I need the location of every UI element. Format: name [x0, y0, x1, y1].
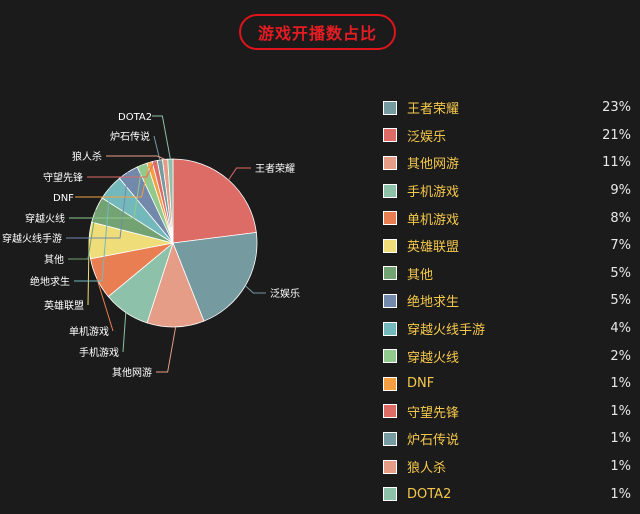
legend-label: 泛娱乐 — [407, 129, 447, 145]
pie-leader-line-4 — [122, 312, 127, 353]
legend-value: 2% — [610, 348, 631, 364]
legend-value: 5% — [610, 265, 631, 281]
pie-label-8: 绝地求生 — [30, 275, 70, 288]
legend-swatch — [383, 321, 397, 336]
legend-swatch — [383, 100, 397, 115]
legend-swatch — [383, 238, 397, 253]
pie-label-6: 英雄联盟 — [44, 299, 84, 312]
pie-leader-line-10 — [69, 164, 143, 219]
legend-value: 1% — [610, 431, 631, 447]
chart-title: 游戏开播数占比 — [257, 24, 377, 43]
legend-swatch — [383, 211, 397, 226]
pie-label-9: 穿越火线手游 — [2, 232, 62, 245]
legend-value: 1% — [610, 486, 631, 502]
legend-item[interactable]: 守望先锋 1% — [383, 398, 631, 426]
legend-item[interactable]: 绝地求生 5% — [383, 287, 631, 315]
pie-label-15: DOTA2 — [118, 112, 152, 123]
pie-leader-line-1 — [228, 167, 251, 181]
legend-swatch — [383, 349, 397, 364]
legend-swatch — [383, 293, 397, 308]
legend-label: DOTA2 — [407, 486, 452, 502]
pie-label-3: 其他网游 — [112, 366, 152, 379]
legend-item[interactable]: 狼人杀 1% — [383, 453, 631, 481]
pie-leader-line-12 — [87, 160, 156, 178]
legend-item[interactable]: DNF 1% — [383, 370, 631, 398]
legend-label: 王者荣耀 — [407, 102, 460, 118]
legend-label: 英雄联盟 — [407, 240, 460, 256]
chart-title-badge: 游戏开播数占比 — [239, 14, 396, 50]
pie-label-1: 王者荣耀 — [255, 163, 295, 175]
legend-value: 23% — [602, 100, 631, 116]
legend-label: 穿越火线手游 — [407, 323, 486, 339]
legend-value: 1% — [610, 403, 631, 419]
legend-label: 其他 — [407, 267, 434, 283]
legend-value: 5% — [610, 293, 631, 309]
legend-label: 穿越火线 — [407, 350, 460, 366]
legend-swatch — [383, 459, 397, 474]
pie-slices — [88, 158, 258, 328]
pie-leader-line-5 — [96, 278, 114, 332]
legend-value: 11% — [602, 155, 631, 171]
pie-leader-line-13 — [153, 135, 161, 161]
pie-label-12: 守望先锋 — [43, 171, 83, 184]
pie-slice-2[interactable] — [172, 232, 258, 322]
legend-label: DNF — [407, 376, 435, 392]
legend-item[interactable]: 王者荣耀 23% — [383, 94, 631, 122]
legend-swatch — [383, 266, 397, 281]
legend-swatch — [383, 155, 397, 170]
pie-leader-line-2 — [244, 285, 266, 294]
legend-value: 1% — [610, 376, 631, 392]
legend-item[interactable]: 穿越火线 2% — [383, 342, 631, 370]
legend-value: 8% — [610, 210, 631, 226]
legend-item[interactable]: 其他 5% — [383, 260, 631, 288]
legend-value: 1% — [610, 459, 631, 475]
pie-label-14: 狼人杀 — [72, 150, 102, 163]
legend-value: 21% — [602, 127, 631, 143]
pie-leader-line-3 — [156, 326, 177, 373]
legend-swatch — [383, 376, 397, 391]
legend-item[interactable]: 单机游戏 8% — [383, 204, 631, 232]
legend-item[interactable]: DOTA2 1% — [383, 480, 631, 508]
legend-item[interactable]: 泛娱乐 21% — [383, 122, 631, 150]
pie-leader-line-14 — [106, 155, 166, 160]
pie-leader-line-11 — [75, 162, 151, 198]
pie-label-4: 手机游戏 — [79, 346, 119, 359]
legend-label: 狼人杀 — [407, 461, 447, 477]
legend-value: 4% — [610, 321, 631, 337]
pie-leader-line-7 — [68, 209, 97, 260]
legend-value: 7% — [610, 238, 631, 254]
pie-leader-lines — [66, 115, 266, 373]
legend-swatch — [383, 404, 397, 419]
legend-label: 绝地求生 — [407, 295, 460, 311]
legend-label: 单机游戏 — [407, 212, 460, 228]
legend-swatch — [383, 487, 397, 502]
legend-item[interactable]: 穿越火线手游 4% — [383, 315, 631, 343]
legend-value: 9% — [610, 183, 631, 199]
pie-leader-line-8 — [74, 187, 111, 282]
pie-label-13: 炉石传说 — [110, 130, 150, 143]
legend: 王者荣耀 23% 泛娱乐 21% 其他网游 11% 手机游戏 9% 单机游戏 8% 英雄联盟 7% 其他… — [383, 94, 631, 508]
pie-label-5: 单机游戏 — [69, 325, 109, 338]
pie-slice-15[interactable] — [167, 158, 174, 244]
legend-item[interactable]: 英雄联盟 7% — [383, 232, 631, 260]
legend-label: 守望先锋 — [407, 405, 460, 421]
legend-swatch — [383, 431, 397, 446]
legend-label: 其他网游 — [407, 157, 460, 173]
legend-item[interactable]: 炉石传说 1% — [383, 425, 631, 453]
pie-leader-line-15 — [152, 115, 171, 160]
pie-slice-1[interactable] — [172, 158, 257, 244]
legend-item[interactable]: 其他网游 11% — [383, 149, 631, 177]
pie-leader-line-9 — [66, 172, 129, 239]
legend-swatch — [383, 128, 397, 143]
legend-label: 手机游戏 — [407, 185, 460, 201]
pie-label-7: 其他 — [44, 253, 64, 266]
pie-label-10: 穿越火线 — [25, 212, 65, 225]
legend-item[interactable]: 手机游戏 9% — [383, 177, 631, 205]
legend-swatch — [383, 183, 397, 198]
pie-label-11: DNF — [53, 193, 74, 204]
pie-label-2: 泛娱乐 — [270, 287, 300, 300]
legend-label: 炉石传说 — [407, 433, 460, 449]
